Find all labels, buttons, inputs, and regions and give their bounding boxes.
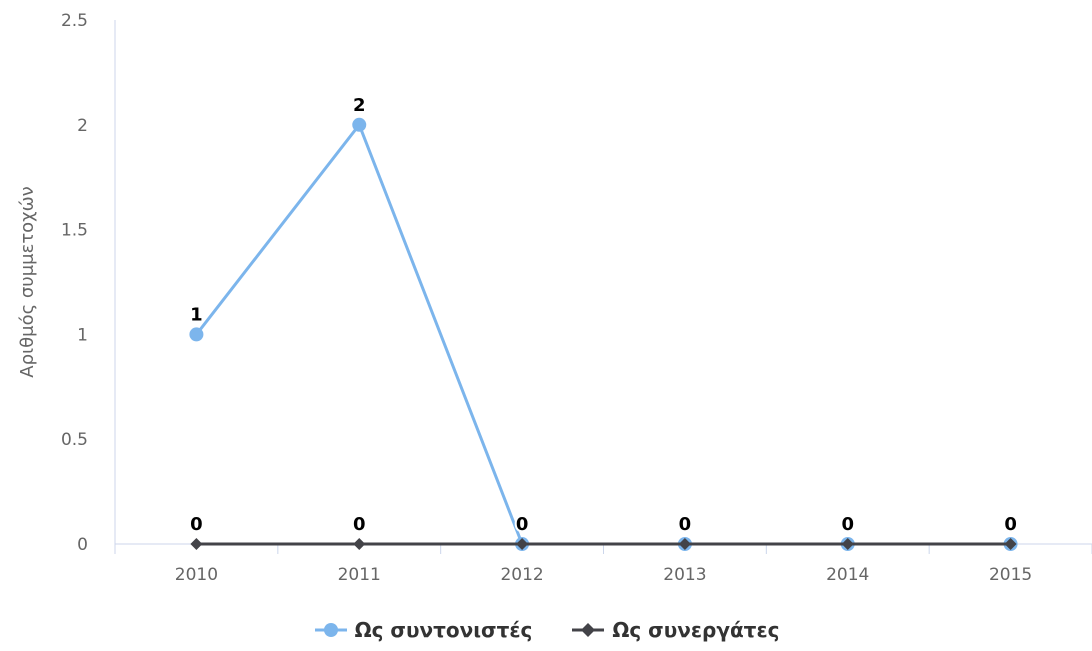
- legend-label-coordinators: Ως συντονιστές: [354, 618, 533, 642]
- data-point-diamond: [516, 538, 529, 550]
- diamond-marker-icon: [572, 623, 605, 637]
- data-point-diamond: [353, 538, 366, 550]
- line-chart: 0 0.5 1 1.5 2 2.5 2010 2011 2012 2013 2014 2015 1 2…: [17, 11, 1092, 585]
- y-tick-label: 1.5: [61, 221, 88, 241]
- data-label: 1: [190, 304, 203, 325]
- x-tick-label: 2011: [338, 565, 381, 585]
- y-tick-label: 2: [77, 116, 88, 136]
- data-labels: 1 2 0 0 0 0 0 0: [188, 93, 1019, 537]
- circle-marker-icon: [314, 623, 347, 637]
- series-line-1: [194, 123, 1013, 546]
- data-point-diamond: [678, 538, 691, 550]
- y-tick-label: 1: [77, 325, 88, 345]
- legend-item-collaborators[interactable]: Ως συνεργάτες: [570, 618, 779, 642]
- y-tick-label: 2.5: [61, 11, 88, 31]
- data-label: 0: [190, 514, 203, 535]
- x-tick-label: 2014: [826, 565, 869, 585]
- data-label: 0: [679, 514, 692, 535]
- x-axis: 2010 2011 2012 2013 2014 2015: [114, 543, 1092, 585]
- x-tick-label: 2012: [500, 565, 543, 585]
- data-label: 0: [516, 514, 529, 535]
- y-tick-label: 0: [77, 535, 88, 555]
- data-label: 0: [353, 514, 366, 535]
- legend: Ως συντονιστές Ως συνεργάτες: [0, 618, 1092, 642]
- series-layer: [189, 117, 1018, 551]
- data-point-diamond: [190, 538, 203, 550]
- x-tick-label: 2015: [989, 565, 1032, 585]
- data-point-diamond: [1004, 538, 1017, 550]
- legend-item-coordinators[interactable]: Ως συντονιστές: [313, 618, 533, 642]
- data-label: 2: [353, 95, 366, 116]
- data-point-circle: [189, 327, 204, 342]
- data-point-circle: [352, 117, 367, 132]
- data-label: 0: [841, 514, 854, 535]
- data-label: 0: [1004, 514, 1017, 535]
- y-axis: 0 0.5 1 1.5 2 2.5: [61, 11, 116, 555]
- legend-label-collaborators: Ως συνεργάτες: [612, 618, 780, 642]
- data-point-diamond: [841, 538, 854, 550]
- x-tick-label: 2010: [175, 565, 218, 585]
- y-tick-label: 0.5: [61, 430, 88, 450]
- y-axis-title: Αριθμός συμμετοχών: [17, 186, 38, 377]
- x-tick-label: 2013: [663, 565, 706, 585]
